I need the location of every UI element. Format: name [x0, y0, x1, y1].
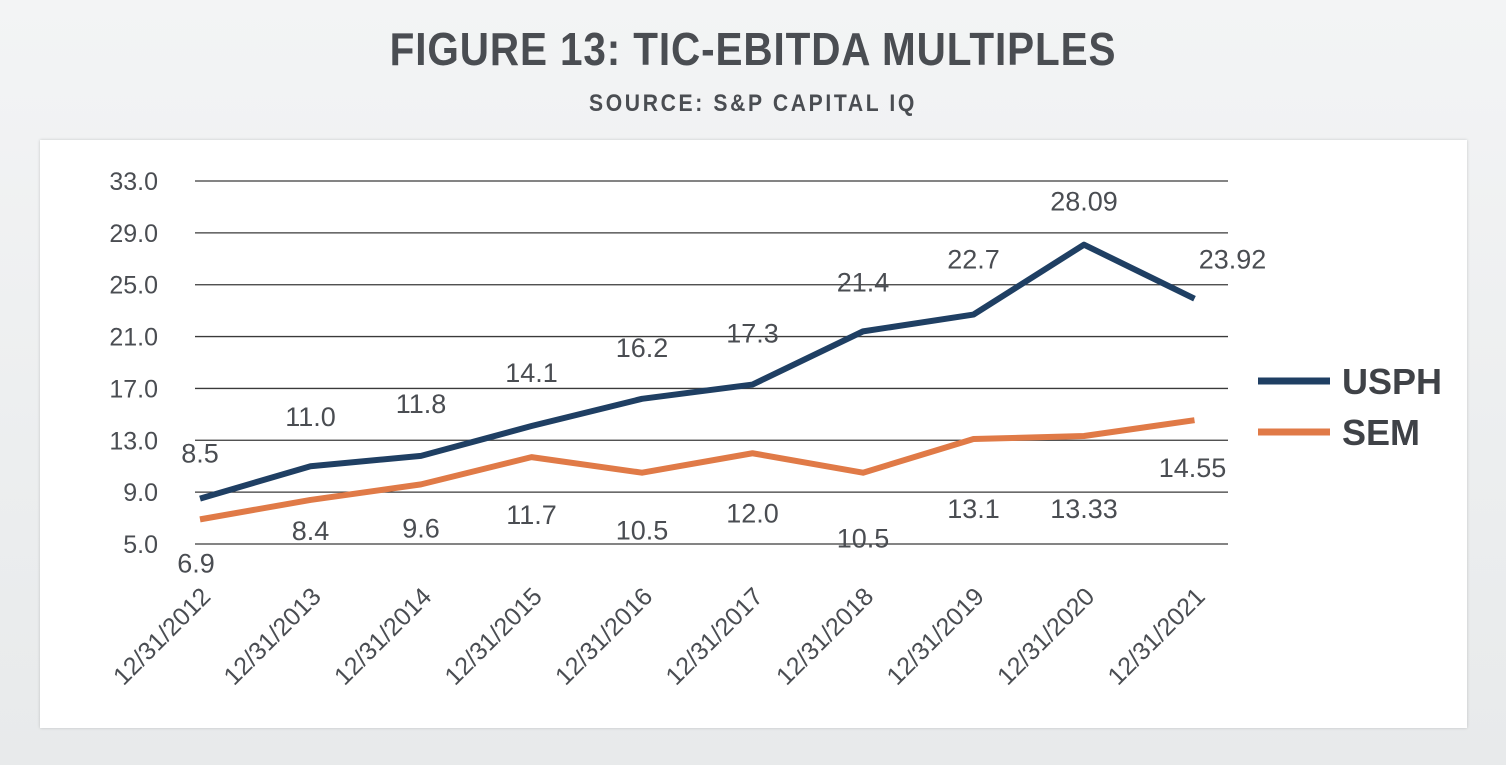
y-tick-label: 29.0 [109, 220, 158, 248]
series-line-usph [199, 241, 1196, 502]
data-label-sem: 11.7 [506, 500, 557, 530]
y-tick-label: 13.0 [109, 427, 158, 455]
x-tick-label: 12/31/2017 [660, 582, 768, 690]
data-label-usph: 8.5 [181, 439, 219, 469]
data-label-sem: 12.0 [726, 498, 779, 528]
legend: USPH SEM [1258, 361, 1442, 453]
x-tick-label: 12/31/2013 [218, 582, 326, 690]
y-tick-label: 33.0 [109, 168, 158, 196]
y-tick-label: 21.0 [109, 324, 158, 352]
data-label-sem: 13.1 [947, 494, 1000, 524]
x-tick-label: 12/31/2019 [881, 582, 989, 690]
data-label-sem: 10.5 [616, 516, 669, 546]
data-label-sem: 14.55 [1159, 453, 1227, 483]
data-label-usph: 16.2 [616, 333, 669, 363]
data-label-usph: 21.4 [837, 267, 890, 297]
data-label-sem: 9.6 [402, 513, 440, 543]
chart-subtitle: SOURCE: S&P CAPITAL IQ [589, 90, 917, 117]
data-label-usph: 28.09 [1050, 187, 1118, 217]
data-label-sem: 10.5 [837, 524, 890, 554]
x-tick-label: 12/31/2020 [992, 582, 1100, 690]
y-axis-ticks: 5.0 9.0 13.0 17.0 21.0 25.0 29.0 33.0 [109, 168, 158, 559]
y-tick-label: 5.0 [123, 531, 158, 559]
legend-label-sem: SEM [1342, 412, 1420, 453]
x-tick-label: 12/31/2016 [550, 582, 658, 690]
gridlines [195, 180, 1228, 545]
data-label-sem: 6.9 [177, 548, 215, 578]
x-tick-label: 12/31/2014 [329, 582, 437, 690]
chart-panel [40, 140, 1467, 728]
data-label-usph: 14.1 [505, 358, 558, 388]
series-line-sem [199, 417, 1195, 523]
x-tick-label: 12/31/2018 [771, 582, 879, 690]
data-labels: 8.5 11.0 11.8 14.1 16.2 17.3 21.4 22.7 28.09 23.9… [177, 187, 1266, 579]
data-label-usph: 11.0 [285, 402, 336, 432]
data-label-usph: 23.92 [1199, 245, 1267, 275]
x-tick-label: 12/31/2021 [1102, 582, 1210, 690]
data-label-usph: 11.8 [396, 389, 447, 419]
y-tick-label: 17.0 [109, 375, 158, 403]
legend-label-usph: USPH [1342, 361, 1442, 402]
y-tick-label: 25.0 [109, 272, 158, 300]
data-label-usph: 22.7 [947, 245, 1000, 275]
chart-title: FIGURE 13: TIC-EBITDA MULTIPLES [389, 23, 1117, 75]
x-tick-label: 12/31/2012 [108, 582, 216, 690]
x-tick-label: 12/31/2015 [439, 582, 547, 690]
y-tick-label: 9.0 [123, 479, 158, 507]
data-label-sem: 8.4 [292, 516, 330, 546]
series-lines [199, 241, 1196, 523]
x-axis-ticks: 12/31/2012 12/31/2013 12/31/2014 12/31/2015… [108, 582, 1211, 690]
data-label-usph: 17.3 [726, 319, 779, 349]
data-label-sem: 13.33 [1050, 494, 1118, 524]
